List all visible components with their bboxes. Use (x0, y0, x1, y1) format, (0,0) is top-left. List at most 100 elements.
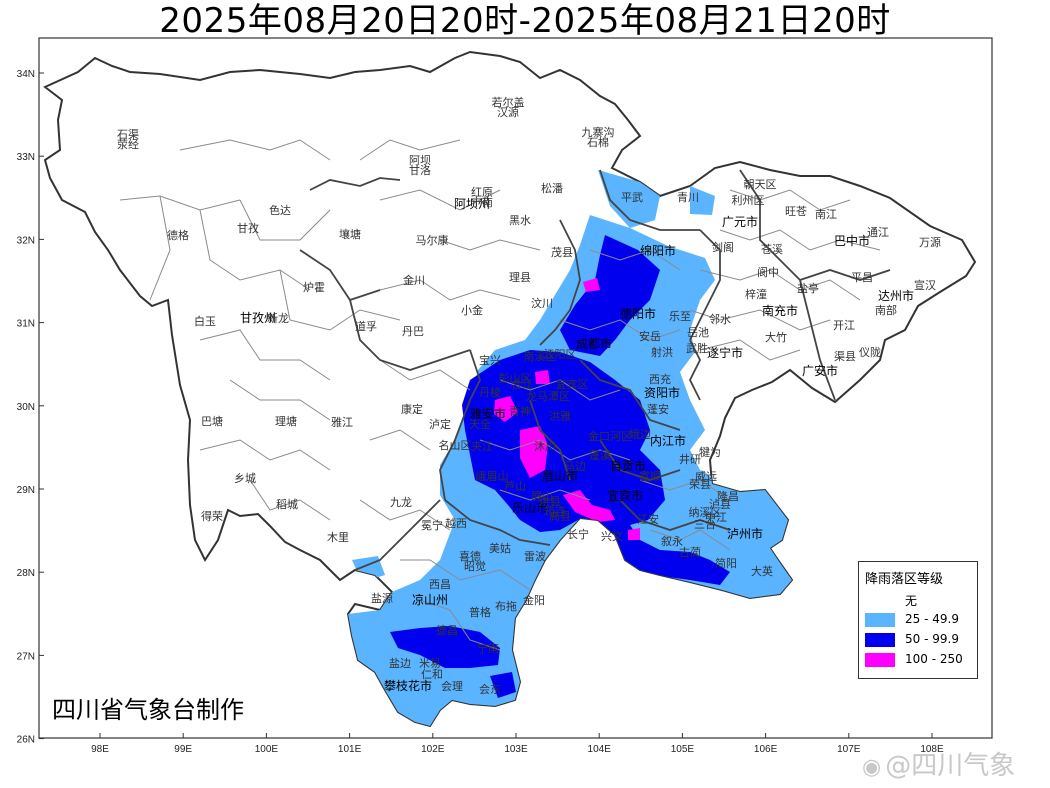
county-label: 宣汉 (914, 278, 936, 292)
county-label: 朝天区 (744, 178, 777, 191)
county-label: 新龙 (267, 311, 289, 325)
county-label: 江阳区 (544, 348, 577, 361)
legend-label: 100 - 250 (905, 652, 963, 666)
county-label: 芦山 (504, 480, 526, 493)
county-label: 甘洛 (409, 163, 431, 177)
county-label: 通江 (867, 226, 889, 239)
county-label: 大英 (751, 564, 773, 578)
county-label: 金川 (403, 273, 425, 287)
county-label: 西充 (649, 372, 671, 386)
prefecture-label: 巴中市 (834, 233, 870, 248)
county-label: 峨边 (629, 428, 651, 441)
legend-label: 无 (905, 594, 918, 608)
county-label: 德昌 (436, 623, 458, 637)
county-label: 得荣 (201, 510, 223, 523)
county-label: 名山区 (439, 438, 472, 452)
county-label: 隆昌 (717, 489, 739, 503)
weibo-icon: ◉ (862, 755, 882, 780)
county-boundaries (119, 139, 881, 651)
lon-tick-label: 99E (174, 744, 192, 755)
longitude-axis: 98E 99E 100E 101E 102E 103E 104E 105E 106E 107E 10… (91, 733, 944, 755)
county-label: 沐川 (534, 440, 556, 453)
county-label: 汉源 (497, 105, 519, 119)
prefecture-label: 宜宾市 (607, 488, 643, 503)
county-label: 邻水 (709, 313, 731, 326)
county-label: 小金 (461, 303, 483, 317)
county-label: 兴文 (601, 529, 623, 543)
county-label: 乐至 (669, 310, 691, 323)
county-label: 三台 (694, 517, 716, 531)
county-label: 马尔康 (416, 233, 449, 247)
county-label: 泸县 (709, 498, 731, 511)
county-label: 阿坝 (409, 153, 431, 167)
county-label: 屏山 (531, 490, 553, 503)
prefecture-label: 眉山市 (542, 468, 578, 483)
lat-tick-label: 29N (17, 485, 35, 496)
county-label: 苍溪 (761, 243, 783, 256)
county-label: 富顺 (639, 469, 661, 483)
county-label: 青川 (677, 191, 699, 204)
prefecture-label: 遂宁市 (707, 345, 743, 360)
county-label: 道孚 (355, 319, 377, 333)
county-label: 理县 (509, 271, 531, 284)
lat-tick-label: 26N (17, 735, 35, 746)
rain-zone-torrential (494, 278, 640, 540)
county-label: 泸定 (429, 417, 451, 431)
prefecture-label: 泸州市 (727, 526, 763, 541)
county-label: 石棉 (587, 135, 609, 149)
county-label: 江安 (637, 512, 659, 526)
county-label: 古蔺 (679, 546, 701, 559)
county-label: 叙永 (661, 534, 683, 548)
county-label: 简阳 (715, 556, 737, 570)
county-label: 石渠 (117, 128, 139, 141)
county-label: 阆中 (757, 265, 779, 279)
prefecture-label: 广元市 (722, 214, 758, 229)
lat-tick-label: 33N (17, 152, 35, 163)
legend-label: 50 - 99.9 (905, 632, 959, 646)
county-label: 蓬溪 (589, 449, 611, 462)
rain-zone-heavy (390, 235, 730, 698)
lon-tick-label: 101E (338, 744, 362, 755)
county-label: 木里 (327, 531, 349, 544)
lat-tick-label: 28N (17, 568, 35, 579)
watermark-text: @四川气象 (885, 751, 1016, 781)
county-label: 康定 (401, 402, 423, 416)
county-label: 荥经 (117, 137, 139, 151)
prefecture-label: 广安市 (802, 363, 838, 378)
prefecture-label: 南充市 (762, 303, 798, 318)
county-label: 宝兴 (479, 353, 501, 367)
prefecture-label: 阿坝州 (454, 197, 490, 211)
county-label: 色达 (269, 203, 291, 217)
county-label: 威远 (695, 470, 717, 483)
county-label: 安岳 (639, 329, 661, 343)
county-label: 渠县 (834, 350, 856, 363)
county-label: 合江 (511, 377, 533, 391)
county-label: 红原 (471, 186, 493, 199)
county-label: 德格 (167, 228, 189, 242)
lat-tick-label: 32N (17, 235, 35, 246)
lon-tick-label: 103E (504, 744, 528, 755)
county-label: 盐边 (389, 657, 411, 670)
county-label: 越西 (445, 516, 467, 530)
county-label: 昭觉 (464, 560, 486, 573)
legend-swatch (865, 653, 895, 667)
county-label: 丹棱 (479, 386, 501, 399)
county-label: 冕宁 (421, 518, 443, 532)
county-label: 布拖 (495, 599, 517, 613)
county-label: 雷波 (524, 550, 546, 563)
county-label: 甘孜 (237, 221, 259, 235)
county-label: 犍为 (699, 446, 721, 459)
county-label: 中江 (705, 511, 727, 524)
county-label: 喜德 (459, 549, 481, 563)
county-label: 会理 (441, 680, 463, 693)
county-label: 白玉 (194, 314, 216, 328)
prefecture-label: 攀枝花市 (384, 678, 432, 693)
county-label: 九龙 (390, 496, 412, 509)
county-label: 平武 (621, 191, 643, 204)
county-label: 峨眉山 (476, 470, 509, 483)
lon-tick-label: 106E (754, 744, 778, 755)
legend-swatch (865, 613, 895, 627)
prefecture-label: 凉山州 (412, 592, 448, 607)
lon-tick-label: 102E (421, 744, 445, 755)
